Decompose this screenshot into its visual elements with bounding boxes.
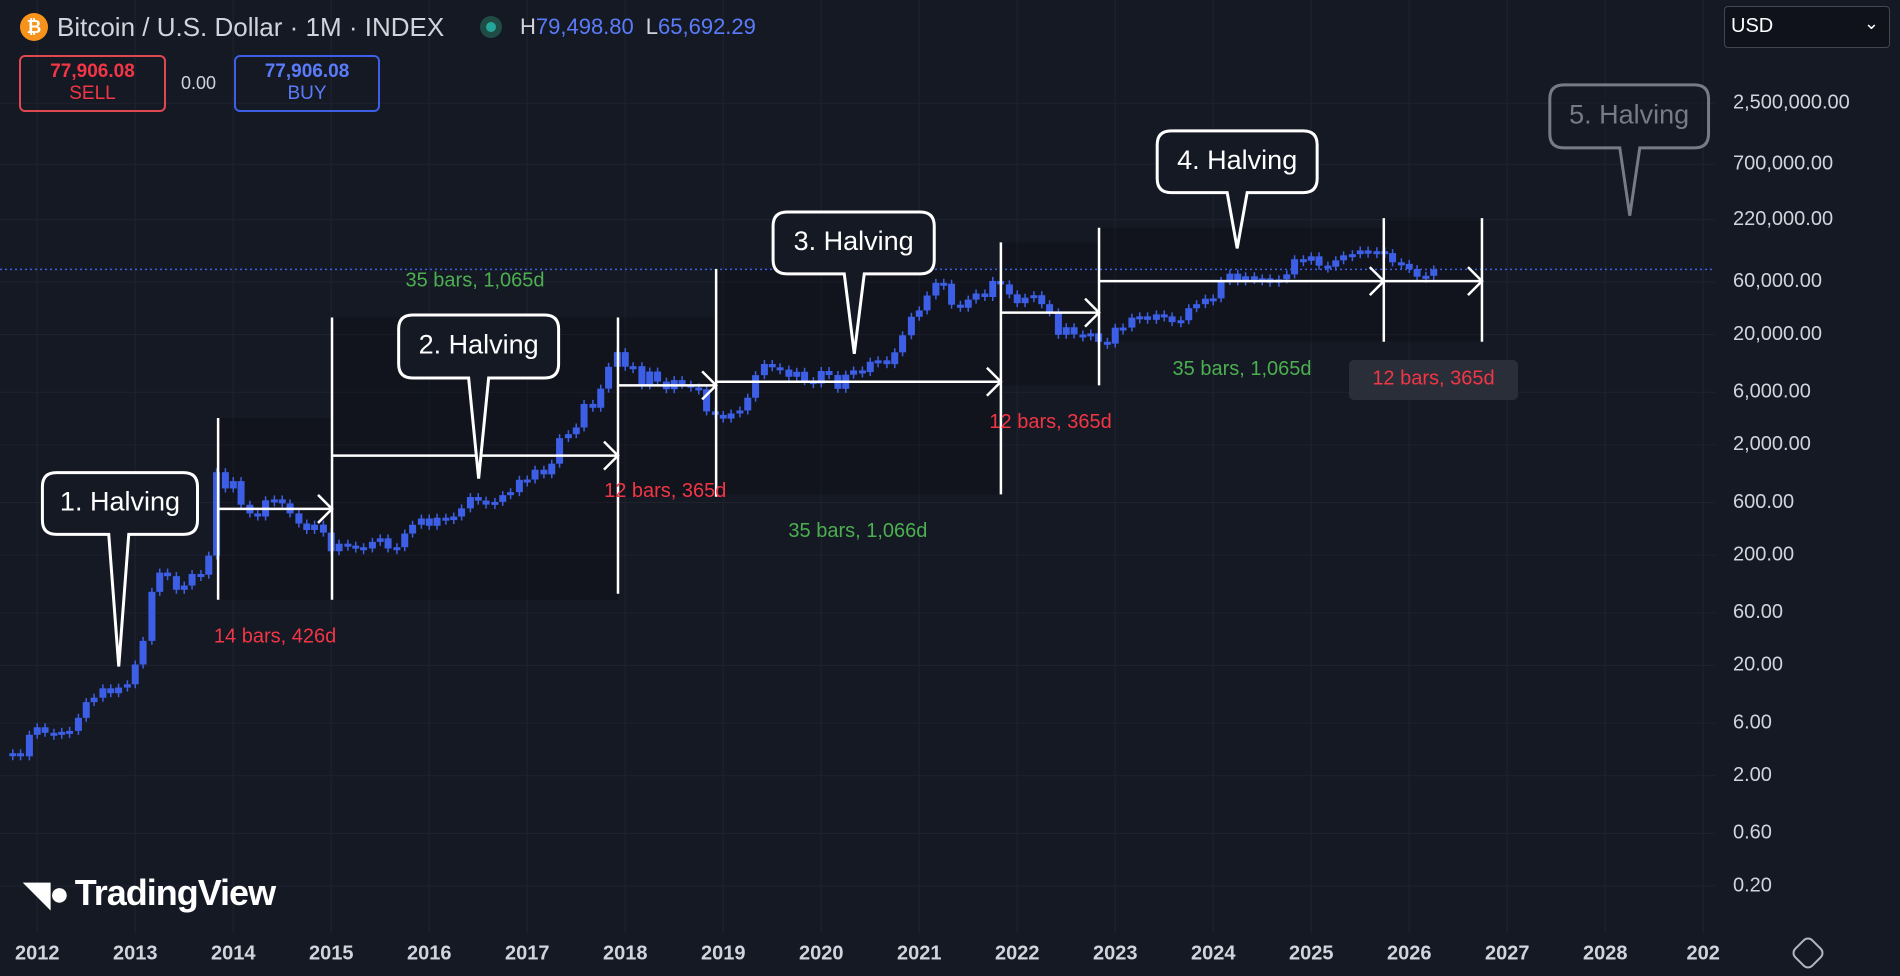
buy-label: BUY (287, 83, 327, 104)
arrow-head (1467, 266, 1484, 297)
measurement-label: 35 bars, 1,065d (1173, 358, 1312, 380)
x-tick-label: 2020 (799, 942, 844, 964)
callout-box (1155, 129, 1319, 249)
spread: 0.00 (181, 73, 217, 93)
y-tick-label: 20.00 (1733, 654, 1783, 676)
y-tick-label: 0.60 (1733, 822, 1772, 844)
sell-label: SELL (69, 83, 116, 104)
arrow-head (1084, 297, 1101, 328)
status-dot (480, 16, 502, 38)
x-tick-label: 2026 (1387, 942, 1432, 964)
y-tick-label: 6.00 (1733, 711, 1772, 733)
price-axis-bg (1715, 0, 1900, 976)
y-tick-label: 220,000.00 (1733, 208, 1833, 230)
range-zone (617, 317, 717, 497)
arrow-head (317, 494, 334, 524)
x-tick-label: 202 (1687, 942, 1720, 964)
ohlc: H79,498.80 L65,692.29 (520, 14, 756, 40)
y-tick-label: 6,000.00 (1733, 381, 1811, 403)
y-tick-label: 20,000.00 (1733, 323, 1822, 345)
y-tick-label: 200.00 (1733, 543, 1794, 565)
x-tick-label: 2024 (1191, 942, 1236, 964)
x-tick-label: 2028 (1583, 942, 1628, 964)
x-tick-label: 2019 (701, 942, 746, 964)
y-tick-label: 2,500,000.00 (1733, 92, 1850, 114)
arrow-head (1368, 266, 1386, 297)
y-tick-label: 0.20 (1733, 874, 1772, 896)
callout-label: 4. Halving (1177, 145, 1297, 175)
measurement-label: 12 bars, 365d (989, 411, 1111, 433)
x-tick-label: 2014 (211, 942, 256, 964)
measurement-label: 35 bars, 1,066d (788, 520, 927, 542)
callout-label: 5. Halving (1569, 99, 1689, 129)
x-tick-label: 2025 (1289, 942, 1334, 964)
y-tick-label: 2,000.00 (1733, 433, 1811, 455)
currency: USD (1731, 15, 1774, 37)
x-tick-label: 2018 (603, 942, 648, 964)
arrow-head (986, 366, 1003, 397)
range-zone (1099, 227, 1384, 342)
x-tick-label: 2022 (995, 942, 1040, 964)
callout-box (397, 313, 561, 479)
x-tick-label: 2012 (15, 942, 60, 964)
low-label: L (645, 14, 659, 39)
callout-label: 1. Halving (60, 487, 180, 517)
y-tick-label: 2.00 (1733, 764, 1772, 786)
buy-button[interactable]: 77,906.08 BUY (234, 55, 380, 112)
x-tick-label: 2021 (897, 942, 942, 964)
high-value: 79,498.80 (535, 14, 634, 39)
y-tick-label: 700,000.00 (1733, 153, 1833, 175)
measurement-label: 35 bars, 1,065d (406, 269, 545, 291)
x-tick-label: 2027 (1485, 942, 1530, 964)
currency-select[interactable]: USD ⌄ (1724, 6, 1890, 48)
callout-box (40, 471, 200, 667)
y-tick-label: 600.00 (1733, 491, 1794, 513)
symbol-title[interactable]: Bitcoin / U.S. Dollar · 1M · INDEX (57, 12, 445, 42)
callout-box (771, 210, 936, 355)
logo[interactable]: ◥● TradingView (24, 872, 276, 913)
buy-price: 77,906.08 (264, 61, 350, 82)
high-label: H (520, 14, 536, 39)
callout-label: 2. Halving (419, 330, 539, 360)
y-tick-label: 60,000.00 (1733, 270, 1822, 292)
x-tick-label: 2017 (505, 942, 550, 964)
coin-icon: ₿ (20, 13, 48, 41)
measurement-label: 12 bars, 365d (1372, 368, 1494, 390)
x-tick-label: 2013 (113, 942, 158, 964)
sell-button[interactable]: 77,906.08 SELL (19, 55, 166, 112)
measurement-label: 14 bars, 426d (214, 626, 336, 648)
measurement-label: 12 bars, 365d (604, 480, 726, 502)
callout-label: 3. Halving (794, 226, 914, 256)
x-tick-label: 2016 (407, 942, 452, 964)
measurement-bg (1349, 360, 1518, 400)
callout-box (1548, 83, 1711, 216)
arrow-head (603, 440, 620, 471)
x-tick-label: 2015 (309, 942, 354, 964)
arrow-head (701, 370, 718, 401)
x-tick-label: 2023 (1093, 942, 1138, 964)
y-tick-label: 60.00 (1733, 601, 1783, 623)
logo-text: TradingView (74, 872, 276, 913)
sell-price: 77,906.08 (50, 61, 135, 82)
low-value: 65,692.29 (658, 14, 756, 39)
